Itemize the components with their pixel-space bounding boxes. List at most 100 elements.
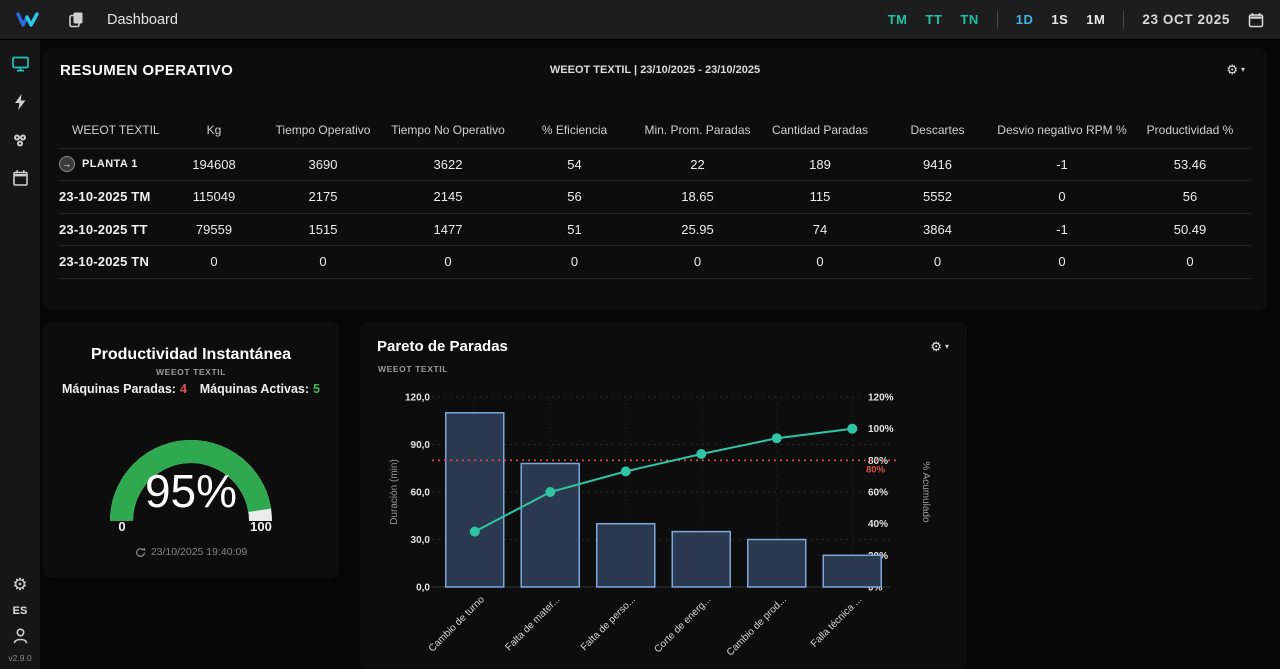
table-cell: 3622 [382, 147, 514, 181]
cumulative-point [696, 449, 707, 459]
cumulative-point [545, 487, 556, 497]
toggle-period-1m[interactable]: 1M [1086, 12, 1106, 27]
table-cell: 3864 [880, 212, 995, 246]
table-cell: 1515 [264, 212, 382, 246]
table-row[interactable]: → PLANTA 1 194608 3690 3622 54 22 189 9416 -1 53.… [59, 147, 1251, 181]
gauge-max-label: 100 [250, 519, 272, 534]
table-cell: 0 [164, 245, 264, 279]
pareto-bar [520, 462, 580, 588]
table-cell: -1 [995, 212, 1129, 246]
toggle-shift-tm[interactable]: TM [887, 12, 908, 27]
chevron-down-icon: ▾ [944, 342, 949, 351]
category-label: Falta de mater... [503, 594, 562, 653]
summary-settings-button[interactable]: ⚙ ▾ [1226, 63, 1245, 76]
cumulative-point [469, 526, 480, 537]
table-cell: 194608 [164, 147, 264, 181]
table-cell: 3690 [264, 147, 382, 181]
productivity-subtitle: WEEOT TEXTIL [155, 367, 226, 377]
sidebar: ⚙ ES v2.9.0 [0, 40, 40, 669]
monitor-icon[interactable] [8, 52, 32, 76]
machines-status-row: Máquinas Paradas: 4 Máquinas Activas: 5 [43, 382, 339, 396]
active-machines-value: 5 [313, 382, 320, 396]
table-cell: 115049 [164, 180, 264, 213]
table-cell: 50.49 [1129, 212, 1251, 246]
pareto-bar [596, 522, 656, 588]
table-cell: 0 [760, 245, 880, 279]
toggle-shift-tn[interactable]: TN [960, 12, 979, 27]
pages-icon[interactable] [68, 11, 85, 28]
user-icon[interactable] [12, 627, 29, 645]
table-cell: 56 [514, 180, 635, 213]
toggle-period-1d[interactable]: 1D [1015, 12, 1034, 27]
category-label: Cambio de turno [427, 594, 487, 654]
page-title: Dashboard [107, 11, 178, 28]
right-axis-tick: 100% [868, 424, 894, 435]
last-updated: 23/10/2025 19:40:09 [43, 546, 339, 558]
language-selector[interactable]: ES [12, 605, 28, 617]
table-row[interactable]: 23-10-2025 TT 79559 1515 1477 51 25.95 74 3864… [59, 212, 1251, 246]
table-cell: 74 [760, 212, 880, 246]
toggle-shift-tt[interactable]: TT [925, 12, 943, 27]
summary-table-body: → PLANTA 1 194608 3690 3622 54 22 189 9416 -1 53.… [59, 147, 1251, 279]
pareto-bar [747, 538, 807, 588]
table-row[interactable]: 23-10-2025 TM 115049 2175 2145 56 18.65 115 55… [59, 180, 1251, 213]
column-header[interactable]: Min. Prom. Paradas [644, 122, 751, 137]
pareto-settings-button[interactable]: ⚙ ▾ [930, 340, 949, 353]
threshold-label: 80% [866, 464, 886, 475]
column-header[interactable]: Kg [206, 122, 222, 137]
row-label-cell[interactable]: 23-10-2025 TM [59, 180, 164, 213]
gauge-value: 95% [144, 465, 238, 517]
summary-subtitle: WEEOT TEXTIL | 23/10/2025 - 23/10/2025 [549, 64, 761, 76]
column-header[interactable]: Tiempo No Operativo [391, 122, 505, 137]
calendar-icon[interactable] [1248, 12, 1264, 28]
calendar-icon[interactable] [8, 166, 32, 190]
row-label-cell[interactable]: 23-10-2025 TN [59, 245, 164, 279]
stopped-machines: Máquinas Paradas: 4 [62, 382, 187, 396]
pareto-title: Pareto de Paradas [377, 338, 508, 355]
right-axis-tick: 80% [868, 456, 888, 467]
summary-table: WEEOT TEXTIL Kg Tiempo Operativo Tiempo No … [59, 112, 1251, 279]
gear-icon: ⚙ [930, 339, 942, 354]
right-axis-tick: 40% [868, 519, 888, 530]
gauge-fill [110, 440, 272, 522]
refresh-icon [135, 547, 146, 557]
gear-icon[interactable]: ⚙ [12, 575, 28, 594]
toggle-period-1s[interactable]: 1S [1051, 12, 1069, 27]
cumulative-point [771, 433, 782, 444]
right-axis-title: % Acumulado [920, 461, 931, 523]
pareto-card: Pareto de Paradas WEEOT TEXTIL ⚙ ▾ 0,0 30… [360, 322, 967, 669]
column-header[interactable]: Descartes [910, 122, 965, 137]
column-header[interactable]: Cantidad Paradas [771, 122, 869, 137]
row-label-cell[interactable]: → PLANTA 1 [59, 147, 164, 181]
table-cell: 54 [514, 147, 635, 181]
column-header[interactable]: Desvio negativo RPM % [997, 122, 1127, 137]
left-axis-title: Duración (min) [389, 459, 400, 525]
date-display[interactable]: 23 OCT 2025 [1142, 12, 1230, 27]
category-label: Falla técnica ... [809, 594, 864, 649]
productivity-card: Productividad Instantánea WEEOT TEXTIL M… [43, 322, 339, 578]
table-cell: 115 [760, 180, 880, 213]
column-header[interactable]: % Eficiencia [541, 122, 608, 137]
left-axis-tick: 60,0 [411, 488, 431, 499]
pareto-chart[interactable]: 0,030,060,090,0120,00%20%40%60%80%100%12… [360, 382, 967, 669]
table-cell: 1477 [382, 212, 514, 246]
table-cell: 79559 [164, 212, 264, 246]
column-header[interactable]: Productividad % [1146, 122, 1234, 137]
right-axis-tick: 0% [868, 583, 883, 594]
table-cell: 18.65 [635, 180, 760, 213]
energy-icon[interactable] [8, 90, 32, 114]
table-cell: 56 [1129, 180, 1251, 213]
topbar: Dashboard TM TT TN 1D 1S 1M 23 OCT 2025 [0, 0, 1280, 40]
cumulative-point [620, 466, 631, 477]
table-cell: 25.95 [635, 212, 760, 246]
table-cell: 51 [514, 212, 635, 246]
cumulative-line [474, 427, 853, 533]
machines-icon[interactable] [8, 128, 32, 152]
row-label-cell[interactable]: 23-10-2025 TT [59, 212, 164, 246]
gauge-min-label: 0 [118, 519, 126, 534]
column-header[interactable]: Tiempo Operativo [275, 122, 371, 137]
left-axis-tick: 0,0 [416, 583, 430, 594]
column-header[interactable]: WEEOT TEXTIL [72, 122, 160, 137]
weeot-logo-icon[interactable] [16, 12, 40, 27]
